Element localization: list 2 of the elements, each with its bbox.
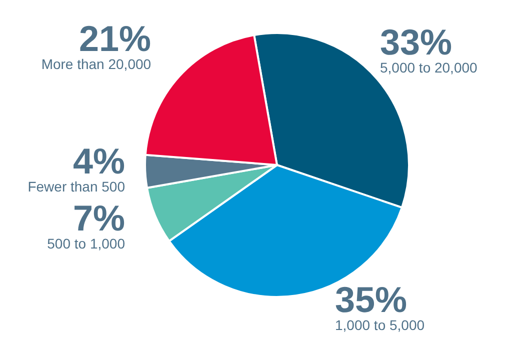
slice-label: 1,000 to 5,000	[335, 317, 425, 333]
data-label: 35%	[335, 279, 408, 320]
